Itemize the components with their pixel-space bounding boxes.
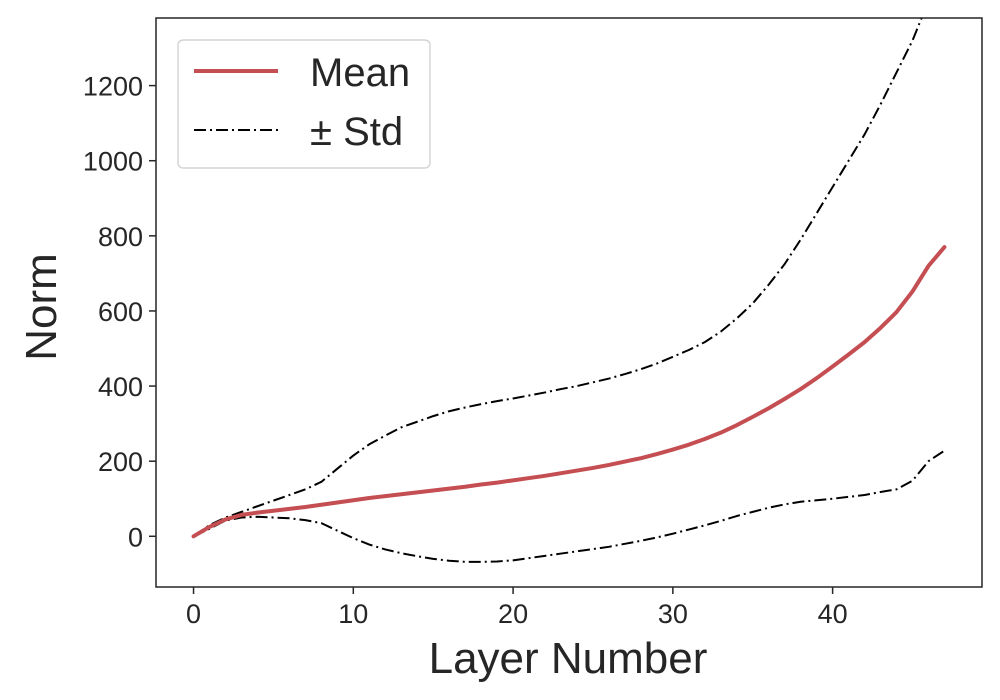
y-tick-label: 800 bbox=[98, 222, 143, 252]
y-axis: 0 200 400 600 800 1000 1200 bbox=[83, 72, 156, 552]
x-tick-label: 0 bbox=[186, 599, 201, 629]
x-tick-label: 40 bbox=[818, 599, 848, 629]
series-line-mean bbox=[191, 245, 947, 539]
y-tick-label: 0 bbox=[128, 522, 143, 552]
series-layer bbox=[191, 18, 947, 563]
y-tick-label: 400 bbox=[98, 372, 143, 402]
legend: Mean ± Std bbox=[177, 39, 431, 169]
x-axis: 0 10 20 30 40 bbox=[186, 587, 848, 629]
plot-frame bbox=[155, 17, 983, 588]
series-line-upper-std bbox=[192, 18, 923, 538]
y-tick-label: 200 bbox=[98, 447, 143, 477]
x-tick-label: 10 bbox=[338, 599, 368, 629]
legend-std-label: ± Std bbox=[310, 110, 403, 154]
legend-mean-label: Mean bbox=[310, 51, 410, 95]
y-tick-label: 1200 bbox=[83, 72, 143, 102]
x-tick-label: 30 bbox=[658, 599, 688, 629]
y-tick-label: 1000 bbox=[83, 147, 143, 177]
y-tick-label: 600 bbox=[98, 297, 143, 327]
x-axis-label: Layer Number bbox=[429, 634, 708, 683]
y-axis-label: Norm bbox=[17, 253, 66, 361]
series-line-lower-std bbox=[193, 449, 945, 563]
x-tick-label: 20 bbox=[498, 599, 528, 629]
